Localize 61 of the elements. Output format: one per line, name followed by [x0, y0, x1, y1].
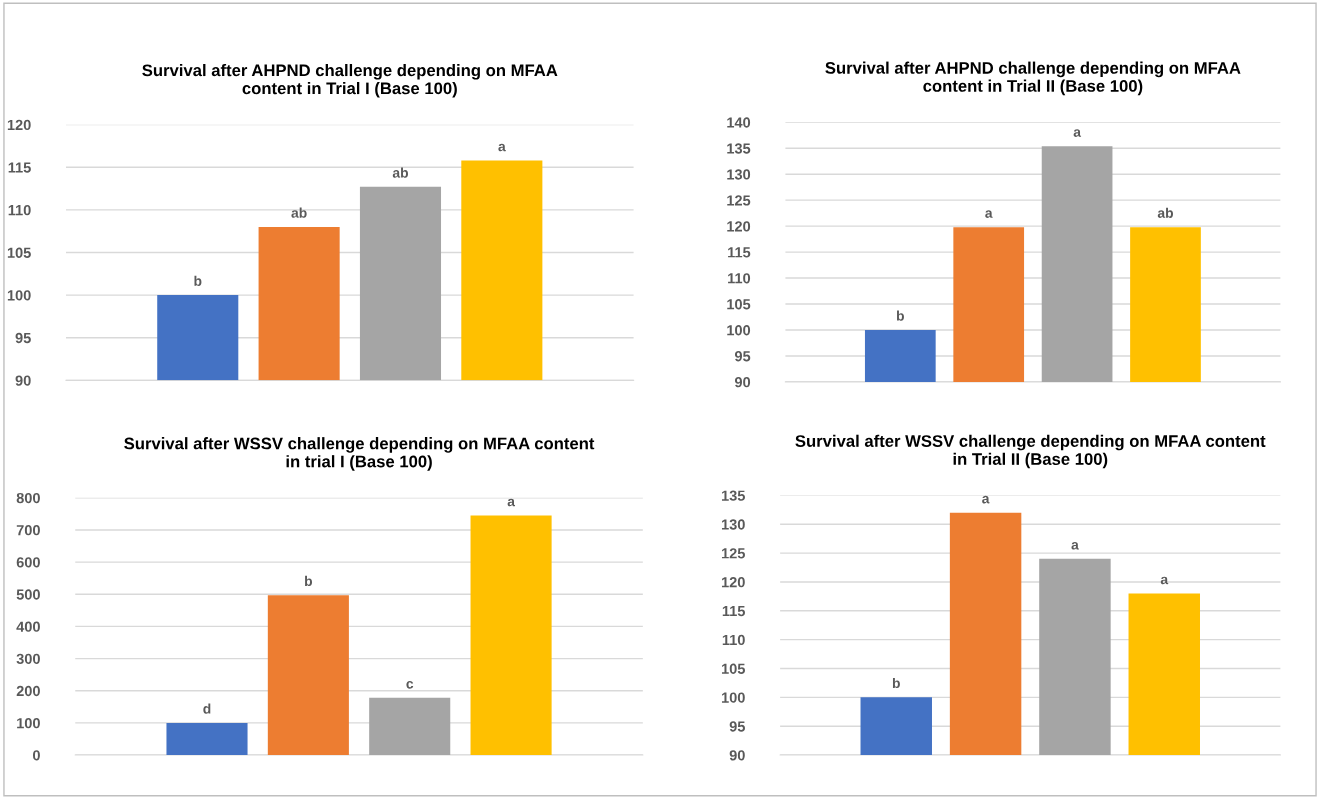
- annotation: b: [896, 310, 904, 321]
- y-tick-label: 115: [722, 606, 745, 617]
- y-tick-label: 600: [16, 557, 40, 568]
- y-tick-label: 105: [721, 663, 745, 674]
- y-tick-label: 110: [728, 273, 751, 284]
- annotation: d: [203, 703, 211, 714]
- annotation: b: [305, 575, 313, 587]
- y-tick-label: 700: [16, 525, 40, 536]
- bar: [166, 722, 248, 756]
- annotation: b: [194, 275, 202, 286]
- y-tick-label: 110: [8, 204, 31, 216]
- y-tick-label: 105: [7, 247, 31, 258]
- annotation: ab: [1157, 207, 1174, 218]
- y-tick-label: 115: [728, 247, 751, 258]
- chart-title: Survival after AHPND challenge depending on MFAA content in Trial II (Base 100): [825, 61, 1241, 96]
- y-tick-label: 120: [727, 221, 751, 232]
- annotation: ab: [392, 167, 409, 178]
- annotation: b: [892, 677, 900, 689]
- y-tick-label: 100: [721, 692, 745, 703]
- chart-title: Survival after AHPND challenge depending on MFAA content in Trial I (Base 100): [142, 63, 558, 98]
- bar: [470, 515, 552, 756]
- bar: [267, 595, 349, 756]
- annotation: a: [498, 143, 506, 152]
- y-tick-label: 140: [727, 117, 751, 128]
- y-tick-label: 200: [16, 685, 40, 697]
- y-tick-label: 120: [7, 119, 31, 131]
- chart-title: Survival after WSSV challenge depending on MFAA content in Trial II (Base 100): [795, 434, 1266, 469]
- y-tick-label: 130: [727, 169, 751, 180]
- annotation: a: [1160, 576, 1169, 585]
- annotation: c: [406, 681, 414, 689]
- y-tick-label: 125: [721, 548, 745, 559]
- chart-title: Survival after WSSV challenge depending on MFAA content in trial I (Base 100): [124, 437, 595, 471]
- annotation: ab: [291, 207, 307, 218]
- y-tick-label: 100: [727, 325, 751, 336]
- y-tick-label: 100: [7, 290, 31, 301]
- annotation: a: [1073, 129, 1082, 137]
- y-tick-label: 90: [729, 750, 745, 761]
- y-tick-label: 400: [16, 621, 40, 632]
- annotation: a: [507, 498, 516, 507]
- y-tick-label: 100: [17, 718, 40, 729]
- y-tick-label: 95: [729, 721, 745, 732]
- y-tick-label: 90: [734, 377, 751, 388]
- y-tick-label: 0: [32, 750, 40, 761]
- y-tick-label: 125: [727, 195, 751, 206]
- bar: [369, 697, 451, 756]
- annotation: a: [985, 210, 993, 218]
- y-tick-label: 300: [16, 653, 40, 665]
- y-tick-label: 110: [722, 634, 745, 646]
- y-tick-label: 90: [15, 375, 31, 386]
- y-tick-label: 135: [727, 143, 751, 154]
- y-tick-label: 130: [721, 519, 745, 530]
- annotation: a: [982, 495, 990, 504]
- y-tick-label: 105: [727, 299, 751, 310]
- y-tick-label: 120: [721, 577, 745, 588]
- y-tick-label: 95: [734, 351, 751, 362]
- annotation: a: [1071, 542, 1079, 550]
- y-tick-label: 135: [721, 490, 745, 501]
- y-tick-label: 115: [8, 162, 31, 173]
- y-tick-label: 95: [15, 332, 31, 344]
- y-tick-label: 500: [16, 589, 40, 600]
- y-tick-label: 800: [16, 492, 40, 504]
